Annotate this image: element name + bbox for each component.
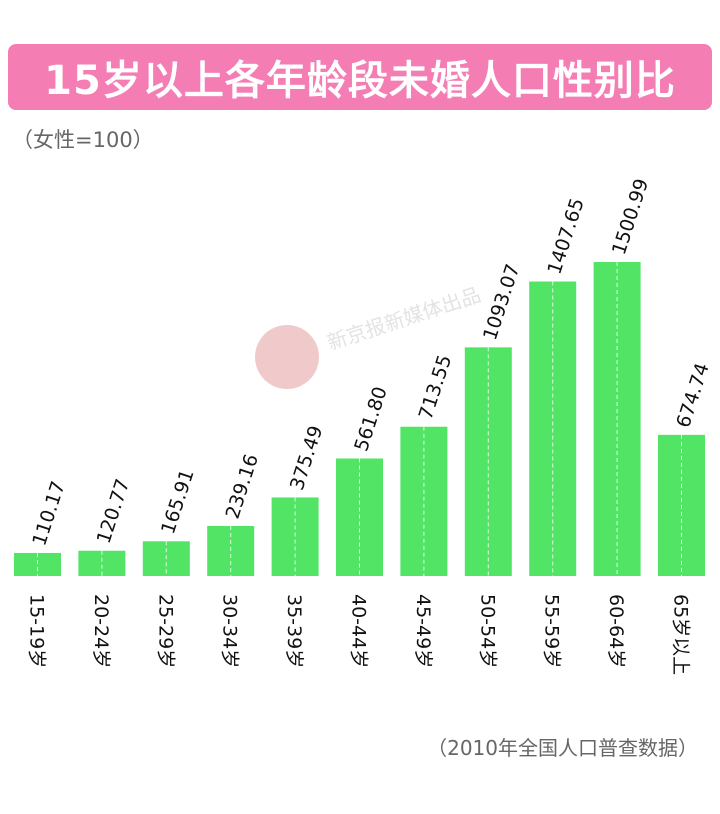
value-label: 1407.65 xyxy=(544,196,589,278)
value-label: 1500.99 xyxy=(608,176,653,258)
value-label: 120.77 xyxy=(93,476,134,546)
category-label: 25-29岁 xyxy=(154,594,176,668)
value-label: 674.74 xyxy=(672,360,713,430)
value-label: 713.55 xyxy=(415,352,456,422)
category-label: 40-44岁 xyxy=(348,594,370,668)
value-label: 561.80 xyxy=(350,384,391,454)
watermark-text: 新京报新媒体出品 xyxy=(324,282,484,354)
category-label: 35-39岁 xyxy=(283,594,305,668)
bar xyxy=(14,552,61,576)
watermark-logo-icon xyxy=(255,325,319,389)
bar-series xyxy=(14,262,705,576)
value-label: 110.17 xyxy=(28,478,69,548)
category-label: 30-34岁 xyxy=(219,594,241,668)
value-label: 375.49 xyxy=(286,423,327,493)
value-label: 1093.07 xyxy=(479,261,524,343)
title-banner: 15岁以上各年龄段未婚人口性别比 xyxy=(8,44,712,110)
category-label: 65岁以上 xyxy=(670,594,692,675)
data-source-note: （2010年全国人口普查数据） xyxy=(427,736,698,760)
category-label: 55-59岁 xyxy=(541,594,563,668)
chart-title: 15岁以上各年龄段未婚人口性别比 xyxy=(44,58,676,104)
category-label: 50-54岁 xyxy=(476,594,498,668)
value-label: 165.91 xyxy=(157,467,198,537)
chart-subtitle: （女性=100） xyxy=(12,128,154,152)
category-label: 60-64岁 xyxy=(605,594,627,668)
category-label: 15-19岁 xyxy=(26,594,48,668)
value-label: 239.16 xyxy=(222,451,263,521)
category-label: 45-49岁 xyxy=(412,594,434,668)
category-labels: 15-19岁 20-24岁 25-29岁 30-34岁 35-39岁 40-44岁 45-4… xyxy=(26,594,692,675)
category-label: 20-24岁 xyxy=(90,594,112,668)
